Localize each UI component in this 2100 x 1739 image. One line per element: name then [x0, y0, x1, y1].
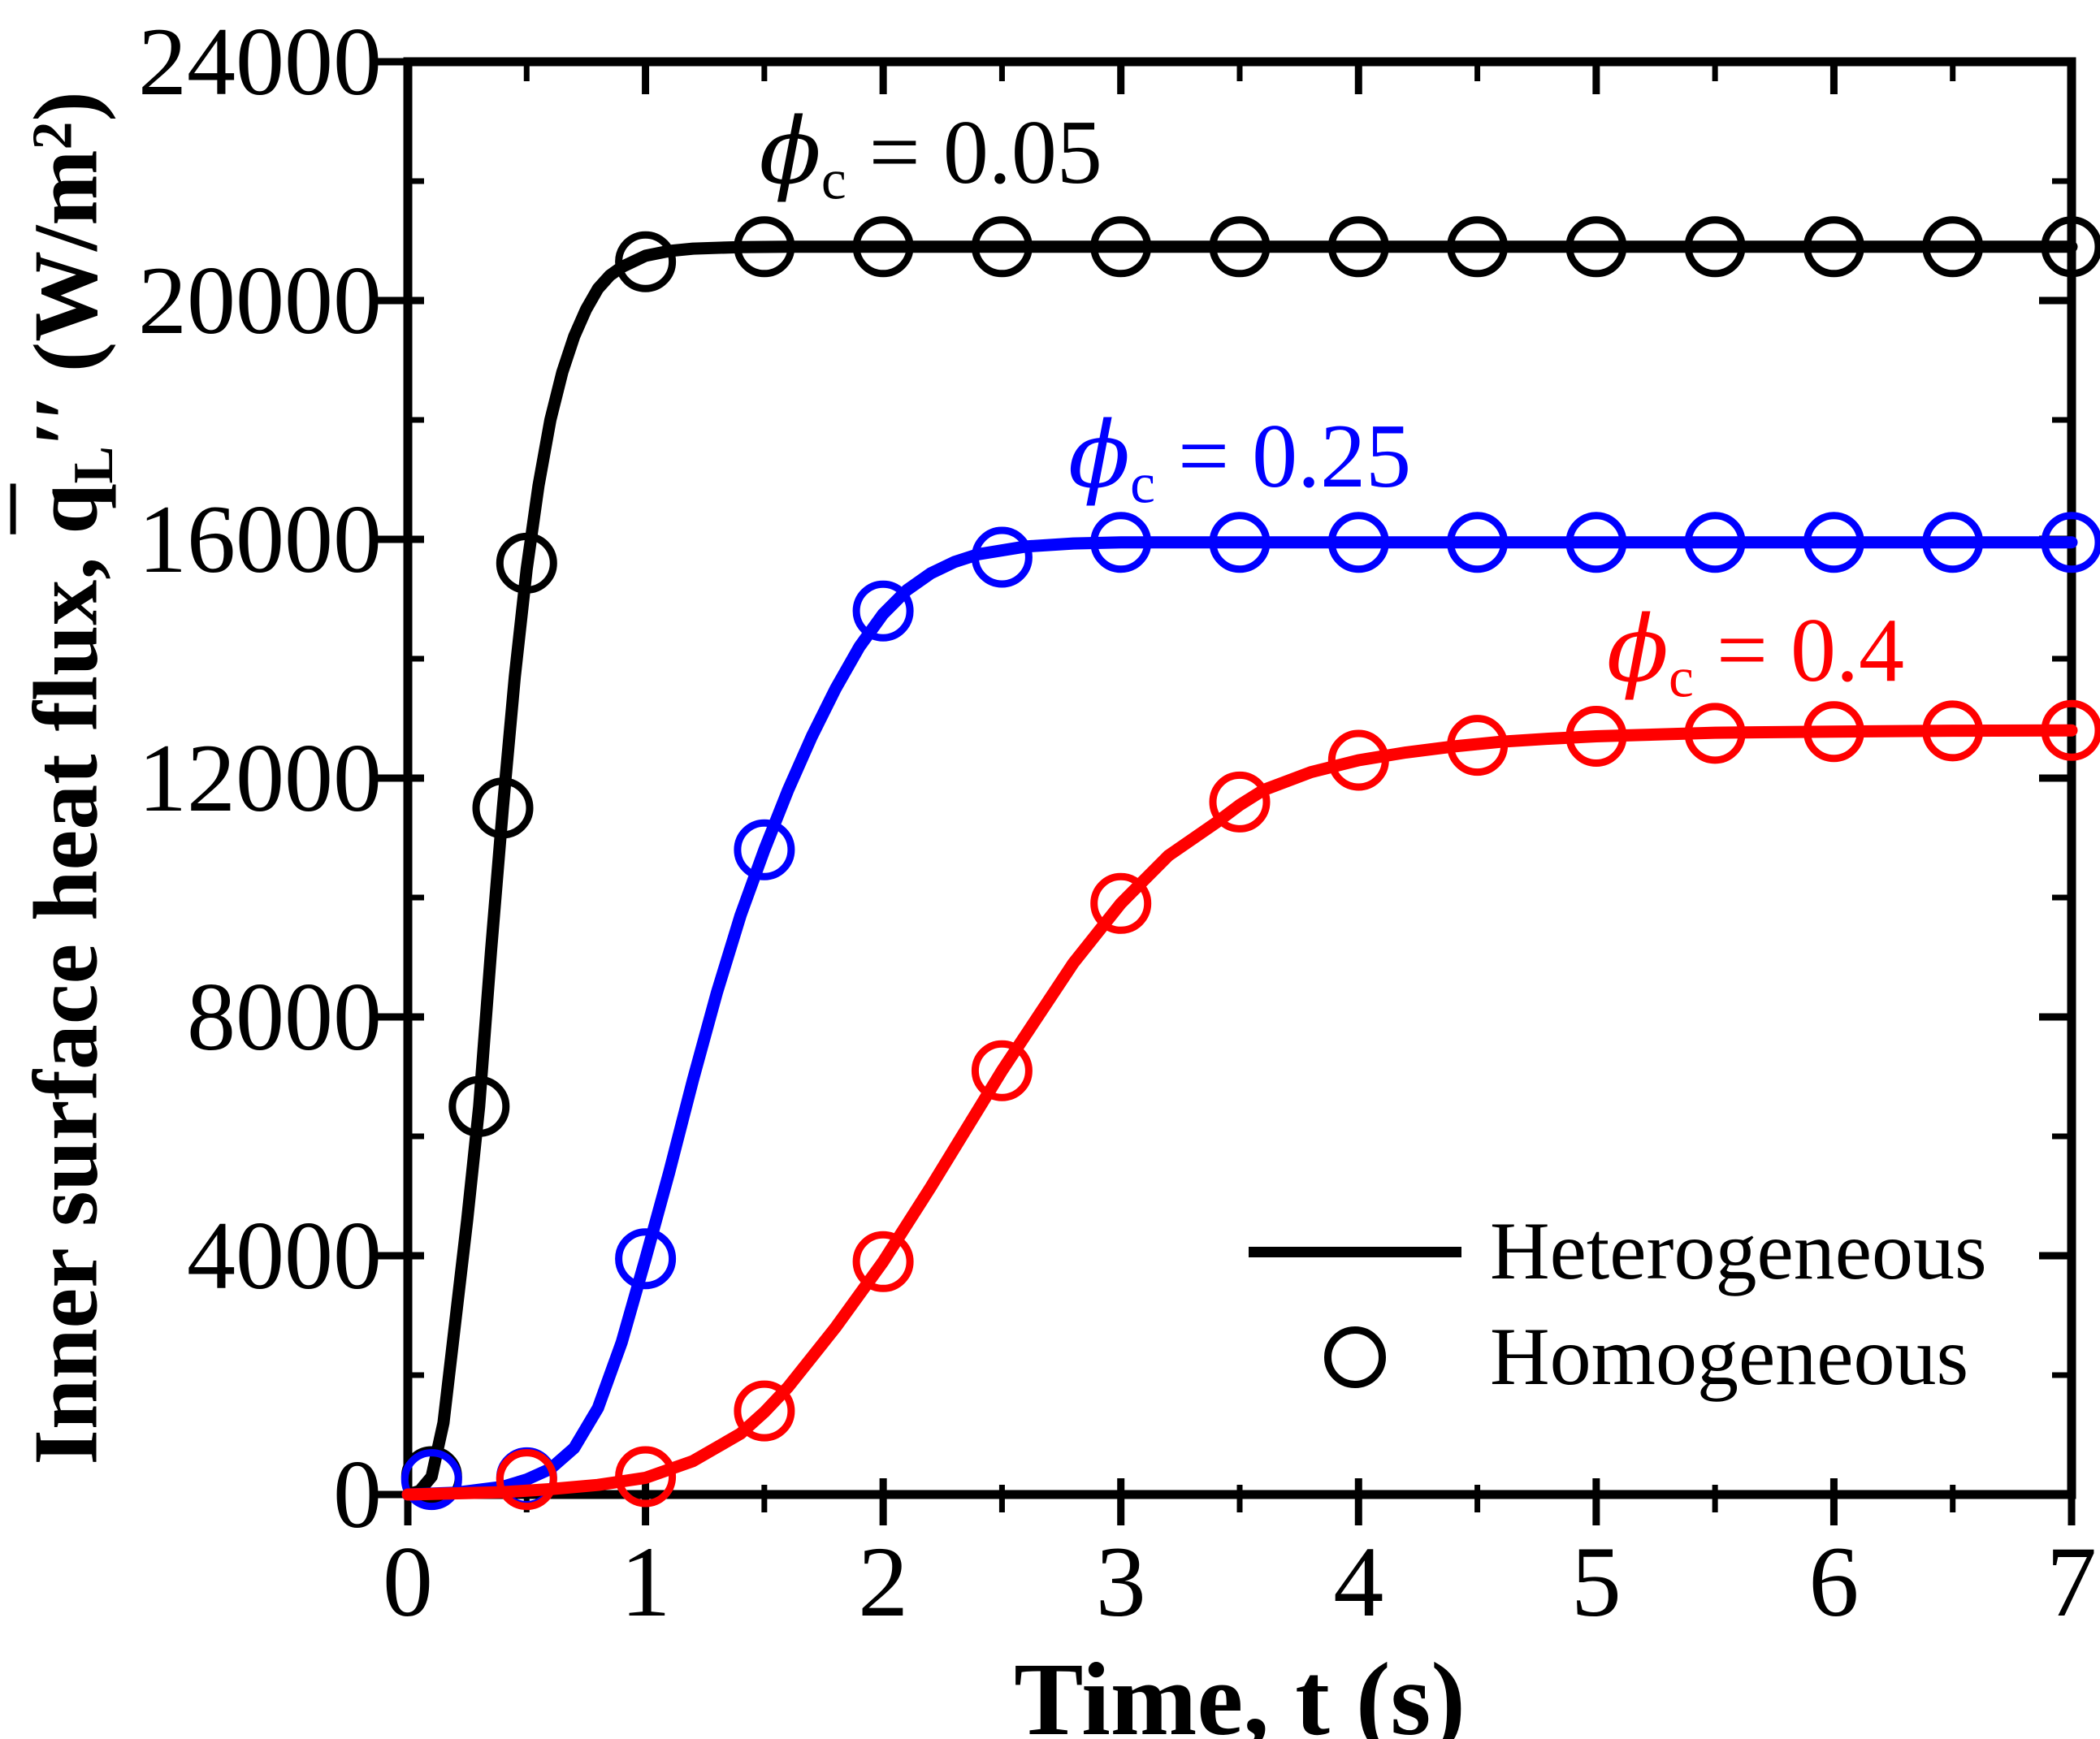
unit-exponent: 2 [21, 121, 84, 150]
homogeneous-point-circle [1565, 216, 1627, 278]
homogeneous-point-circle [448, 1075, 510, 1137]
y-axis-title-text: Inner surface heat flux, [15, 534, 117, 1465]
heterogeneous-line-phi-0.4 [401, 724, 2078, 1501]
legend-item-homogeneous: Homogeneous [1241, 1304, 1987, 1410]
x-tick-label-6: 6 [1808, 1526, 1860, 1637]
homogeneous-point-circle [1327, 216, 1389, 278]
homogeneous-point-circle [2041, 512, 2100, 573]
legend-sample-cell [1241, 1246, 1469, 1257]
homogeneous-point-circle [1684, 703, 1746, 764]
unit-open: (W/m [15, 149, 117, 396]
homogeneous-point-circle [1209, 512, 1271, 573]
x-tick-label-1: 1 [620, 1526, 671, 1637]
y-tick-label-12000: 12000 [138, 724, 382, 832]
homogeneous-point-circle [472, 777, 534, 839]
double-prime: ′′ [15, 395, 117, 447]
legend: Heterogeneous Homogeneous [1241, 1199, 1987, 1410]
homogeneous-point-circle [496, 1449, 557, 1511]
x-tick-label-4: 4 [1333, 1526, 1384, 1637]
phi-subscript: c [1669, 647, 1694, 710]
homogeneous-point-circle [615, 1228, 677, 1290]
homogeneous-point-circle [1684, 512, 1746, 573]
x-tick-label-2: 2 [858, 1526, 909, 1637]
homogeneous-point-circle [1447, 216, 1509, 278]
heterogeneous-line-phi-0.25 [401, 536, 2078, 1501]
phi-value: = 0.25 [1155, 406, 1412, 508]
q-bar-symbol: q [15, 483, 117, 534]
homogeneous-point-circle [734, 216, 795, 278]
homogeneous-point-circle [852, 580, 914, 642]
homogeneous-point-circle [971, 1040, 1033, 1101]
phi-subscript: c [821, 149, 846, 212]
homogeneous-point-circle [852, 216, 914, 278]
homogeneous-point-circle [1447, 715, 1509, 776]
homogeneous-point-circle [1209, 771, 1271, 833]
y-tick-label-0: 0 [333, 1440, 382, 1548]
series-phi-c-0.05 [401, 216, 2100, 1508]
homogeneous-point-circle [2041, 699, 2100, 761]
homogeneous-point-circle [2041, 216, 2100, 278]
legend-sample-cell [1241, 1326, 1469, 1388]
y-axis-title: Inner surface heat flux, qL′′ (W/m2) [16, 91, 125, 1464]
legend-label-homogeneous: Homogeneous [1490, 1311, 1969, 1403]
phi-c-0.4-label: ϕc = 0.4 [1607, 604, 1904, 707]
homogeneous-point-circle [734, 1380, 795, 1442]
phi-subscript: c [1130, 452, 1155, 516]
homogeneous-point-circle [1090, 216, 1152, 278]
homogeneous-point-circle [1447, 512, 1509, 573]
homogeneous-point-circle [1090, 512, 1152, 573]
heterogeneous-line-phi-0.05 [401, 240, 2078, 1501]
series-phi-c-0.4 [401, 699, 2100, 1511]
phi-icon: ϕ [1606, 597, 1669, 703]
homogeneous-point-circle [1565, 512, 1627, 573]
phi-icon: ϕ [759, 98, 821, 205]
homogeneous-point-circle [1803, 512, 1864, 573]
homogeneous-point-circle [1803, 701, 1864, 763]
x-axis-title: Time, t (s) [1014, 1642, 1466, 1739]
homogeneous-point-circle [1327, 512, 1389, 573]
homogeneous-point-circle [1922, 512, 1984, 573]
homogeneous-point-circle [1684, 216, 1746, 278]
axis-ticks [377, 58, 2076, 1525]
unit-close: ) [15, 91, 117, 122]
phi-c-0.25-label: ϕc = 0.25 [1068, 411, 1411, 513]
y-tick-label-16000: 16000 [138, 485, 382, 593]
y-tick-label-4000: 4000 [187, 1201, 382, 1309]
homogeneous-point-circle [1922, 700, 1984, 762]
homogeneous-point-circle [1327, 729, 1389, 791]
y-tick-label-24000: 24000 [138, 7, 382, 115]
homogeneous-point-circle [734, 819, 795, 880]
homogeneous-point-circle [615, 1446, 677, 1508]
phi-c-0.05-label: ϕc = 0.05 [759, 106, 1102, 209]
homogeneous-point-circle [1922, 216, 1984, 278]
homogeneous-point-circle [615, 231, 677, 292]
line-sample-icon [1249, 1246, 1461, 1257]
x-tick-label-3: 3 [1095, 1526, 1146, 1637]
legend-item-heterogeneous: Heterogeneous [1241, 1199, 1987, 1304]
x-tick-label-5: 5 [1570, 1526, 1622, 1637]
phi-value: = 0.05 [846, 102, 1102, 203]
plot-frame [403, 57, 2076, 1499]
y-tick-label-8000: 8000 [187, 963, 382, 1071]
homogeneous-point-circle [852, 1231, 914, 1292]
circle-sample-icon [1324, 1326, 1386, 1388]
homogeneous-point-circle [401, 1449, 462, 1511]
homogeneous-point-circle [1565, 706, 1627, 767]
y-tick-label-20000: 20000 [138, 246, 382, 354]
homogeneous-point-circle [496, 532, 557, 594]
legend-label-heterogeneous: Heterogeneous [1490, 1205, 1987, 1297]
x-tick-label-0: 0 [383, 1526, 433, 1637]
homogeneous-point-circle [1803, 216, 1864, 278]
q-subscript: L [63, 446, 125, 484]
homogeneous-point-circle [1090, 872, 1152, 934]
x-tick-label-7: 7 [2046, 1526, 2097, 1637]
homogeneous-point-circle [971, 216, 1033, 278]
homogeneous-point-circle [1209, 216, 1271, 278]
phi-value: = 0.4 [1693, 600, 1905, 702]
phi-icon: ϕ [1067, 403, 1131, 509]
homogeneous-point-circle [971, 526, 1033, 588]
